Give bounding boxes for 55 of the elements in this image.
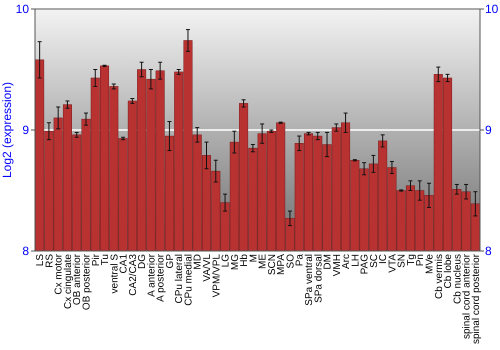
x-tick-label: Cb lobe	[443, 254, 454, 288]
x-tick-label: spinal cord anterior	[462, 253, 473, 340]
x-tick-label: RS	[44, 254, 56, 268]
x-tick-label: ventral S	[109, 254, 120, 294]
x-tick-label: MVe	[424, 254, 436, 274]
x-tick-label: MPA	[276, 254, 288, 275]
y-tick-label: 9	[22, 123, 30, 138]
y-axis-title: Log2 (expression)	[0, 82, 14, 178]
x-tick-label: DG	[137, 254, 148, 269]
x-tick-label: Pa	[294, 254, 306, 266]
x-tick-label: spinal cord posterior	[470, 253, 482, 344]
x-tick-label: SPa dorsal	[313, 254, 324, 303]
x-tick-label: CA1	[118, 254, 130, 274]
x-tick-label: ME	[258, 254, 269, 269]
x-tick-label: Pn	[415, 254, 426, 266]
x-tick-label: PAG	[360, 254, 371, 274]
x-tick-label: CPu medial	[183, 254, 194, 306]
x-tick-label: SPa ventral	[304, 254, 315, 306]
x-tick-label: VMH	[332, 254, 343, 276]
x-tick-label: IC	[378, 254, 390, 264]
x-tick-label: SCN	[266, 254, 278, 276]
y2-tick-label: 10	[485, 2, 499, 16]
x-tick-label: LG	[220, 254, 232, 268]
x-tick-label: SC	[368, 254, 380, 268]
x-tick-label: Cx cingulate	[62, 254, 74, 310]
x-tick-label: Hb	[239, 254, 250, 267]
x-tick-label: SN	[396, 254, 408, 268]
x-tick-label: Tg	[406, 254, 417, 266]
x-tick-label: Arc	[341, 254, 352, 269]
x-tick-label: MG	[230, 254, 241, 270]
x-tick-label: Cb vermis	[434, 254, 445, 300]
x-tick-label: Pir	[90, 253, 102, 266]
x-tick-label: A posterior	[156, 253, 167, 302]
x-tick-label: DM	[322, 254, 334, 270]
y2-tick-label: 9	[485, 123, 492, 138]
x-tick-label: LS	[35, 254, 46, 266]
x-tick-label: MD	[192, 254, 204, 270]
y2-tick-label: 8	[485, 244, 492, 258]
y-tick-label: 8	[22, 244, 30, 258]
x-tick-label: SO	[285, 254, 296, 268]
x-tick-label: CA2/CA3	[128, 254, 139, 296]
y-tick-label: 10	[16, 2, 30, 16]
x-tick-label: Cx motor	[54, 253, 65, 295]
x-tick-label: VA/VL	[202, 254, 214, 282]
x-tick-label: Cb nucleus	[452, 254, 464, 304]
x-tick-label: CPu lateral	[174, 254, 186, 304]
x-tick-label: VTA	[387, 254, 398, 273]
x-tick-label: LH	[350, 254, 362, 267]
x-tick-label: M	[248, 254, 260, 262]
x-tick-label: Tu	[100, 254, 112, 266]
x-tick-label: OB posterior	[81, 253, 92, 310]
x-tick-label: GP	[164, 254, 176, 268]
x-tick-label: OB anterior	[72, 253, 84, 306]
x-tick-label: A anterior	[146, 253, 158, 297]
x-tick-label: VPM/VPL	[211, 254, 222, 298]
